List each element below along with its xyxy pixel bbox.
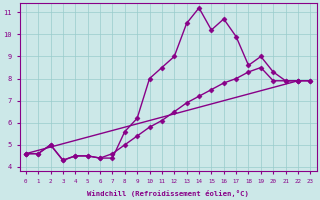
X-axis label: Windchill (Refroidissement éolien,°C): Windchill (Refroidissement éolien,°C) [87, 190, 249, 197]
